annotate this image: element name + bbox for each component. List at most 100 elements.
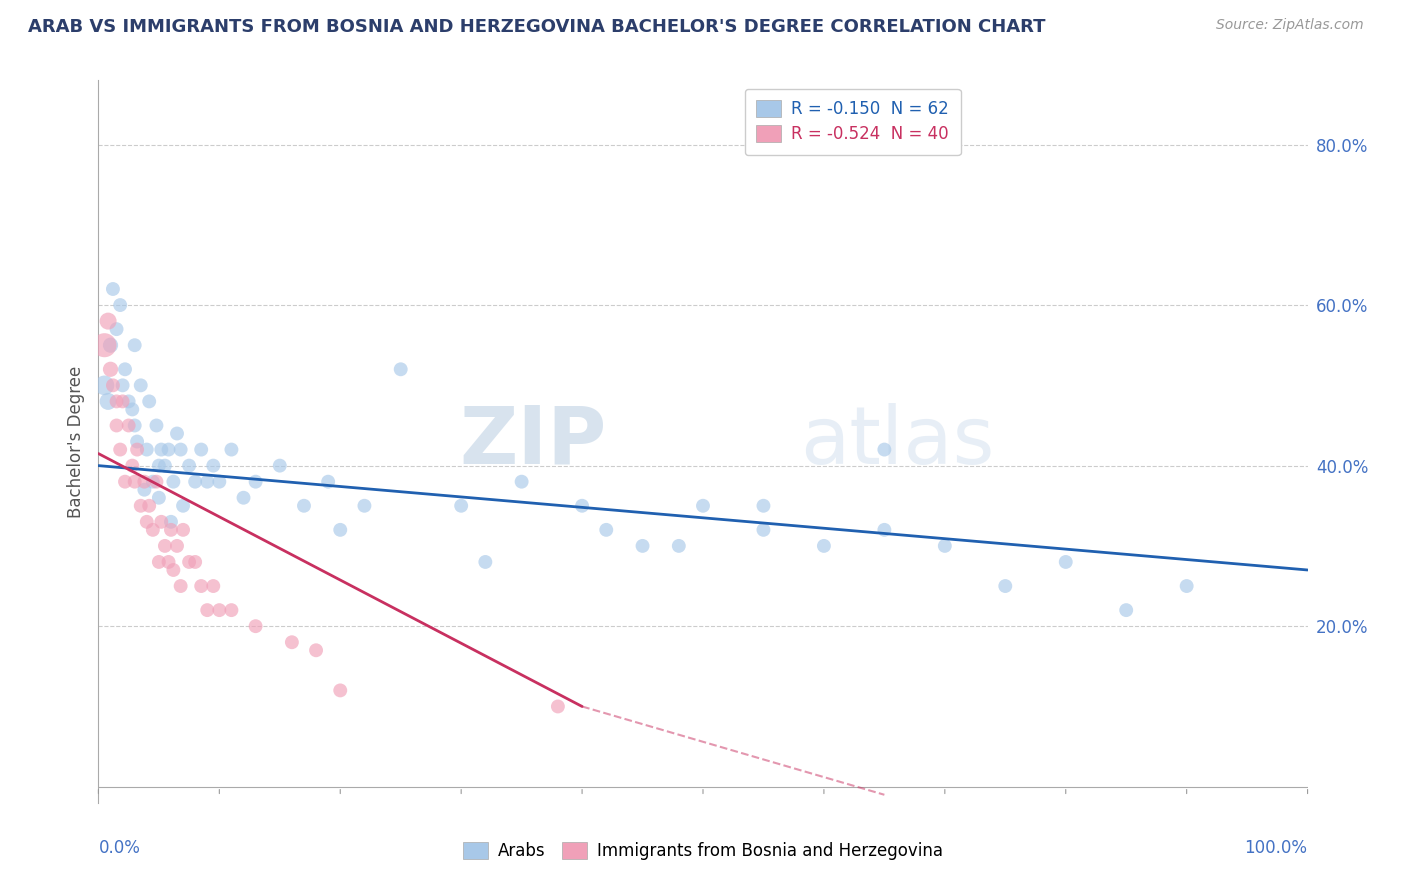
Point (153, 539, 176, 553)
Point (138, 499, 160, 513)
Point (281, 635, 304, 649)
Point (179, 555, 201, 569)
Point (994, 579, 1017, 593)
Point (169, 579, 191, 593)
Point (93, 338, 115, 352)
Point (160, 515, 183, 529)
Point (148, 555, 170, 569)
Point (162, 563, 184, 577)
Point (150, 515, 173, 529)
Point (157, 555, 180, 569)
Point (150, 442, 173, 457)
Point (316, 475, 339, 489)
Point (160, 523, 183, 537)
Point (127, 442, 149, 457)
Point (668, 539, 690, 553)
Text: 100.0%: 100.0% (1244, 838, 1308, 857)
Point (184, 475, 207, 489)
Point (329, 523, 352, 537)
Point (595, 523, 617, 537)
Point (269, 458, 291, 473)
Point (752, 523, 775, 537)
Y-axis label: Bachelor's Degree: Bachelor's Degree (66, 366, 84, 517)
Point (195, 475, 218, 489)
Point (111, 378, 134, 392)
Point (166, 539, 188, 553)
Point (190, 442, 212, 457)
Point (114, 362, 136, 376)
Point (195, 603, 218, 617)
Point (124, 418, 146, 433)
Point (474, 555, 496, 569)
Point (450, 499, 472, 513)
Point (129, 378, 152, 392)
Point (813, 539, 835, 553)
Point (245, 475, 267, 489)
Point (121, 402, 143, 417)
Point (305, 643, 328, 657)
Point (353, 499, 375, 513)
Point (232, 491, 254, 505)
Point (145, 475, 167, 489)
Point (100, 362, 122, 376)
Point (190, 579, 212, 593)
Point (135, 442, 157, 457)
Point (121, 458, 143, 473)
Point (127, 434, 149, 449)
Point (245, 619, 267, 633)
Text: atlas: atlas (800, 402, 994, 481)
Point (292, 499, 315, 513)
Point (389, 362, 412, 376)
Point (134, 483, 156, 497)
Point (1054, 555, 1077, 569)
Point (184, 555, 207, 569)
Point (101, 378, 124, 392)
Point (169, 442, 191, 457)
Text: Source: ZipAtlas.com: Source: ZipAtlas.com (1216, 18, 1364, 32)
Point (510, 475, 533, 489)
Point (631, 539, 654, 553)
Point (148, 491, 170, 505)
Point (101, 282, 124, 296)
Point (118, 418, 141, 433)
Point (105, 418, 128, 433)
Point (153, 458, 176, 473)
Legend: Arabs, Immigrants from Bosnia and Herzegovina: Arabs, Immigrants from Bosnia and Herzeg… (456, 835, 950, 867)
Point (105, 394, 128, 409)
Text: 0.0%: 0.0% (98, 838, 141, 857)
Point (134, 475, 156, 489)
Point (145, 418, 167, 433)
Point (129, 499, 152, 513)
Text: ZIP: ZIP (458, 402, 606, 481)
Point (162, 475, 184, 489)
Point (108, 442, 131, 457)
Point (752, 499, 775, 513)
Point (93, 378, 115, 392)
Point (124, 338, 146, 352)
Text: ARAB VS IMMIGRANTS FROM BOSNIA AND HERZEGOVINA BACHELOR'S DEGREE CORRELATION CHA: ARAB VS IMMIGRANTS FROM BOSNIA AND HERZE… (28, 18, 1046, 36)
Point (547, 699, 569, 714)
Point (1175, 579, 1198, 593)
Point (142, 475, 165, 489)
Point (97, 394, 120, 409)
Point (692, 499, 714, 513)
Point (97, 314, 120, 328)
Point (114, 475, 136, 489)
Point (172, 523, 194, 537)
Point (221, 603, 243, 617)
Point (148, 458, 170, 473)
Point (166, 426, 188, 441)
Point (221, 442, 243, 457)
Point (873, 442, 896, 457)
Point (202, 579, 225, 593)
Point (179, 458, 201, 473)
Point (142, 523, 165, 537)
Point (202, 458, 225, 473)
Point (105, 322, 128, 336)
Point (100, 338, 122, 352)
Point (124, 475, 146, 489)
Point (329, 683, 352, 698)
Point (135, 515, 157, 529)
Point (873, 523, 896, 537)
Point (1115, 603, 1137, 617)
